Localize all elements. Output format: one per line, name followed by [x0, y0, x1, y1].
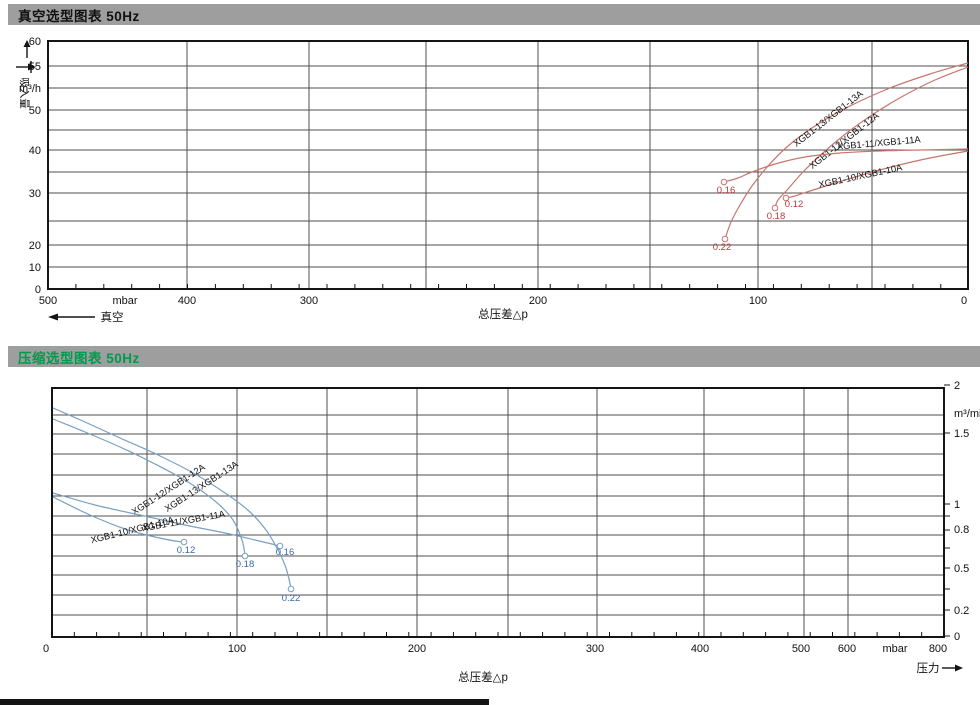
curve-XGB1-11-11A: [723, 148, 969, 183]
curve-name-label: XGB1-10/XGB1-10A: [90, 515, 176, 546]
y-axis-tick-label: 0: [954, 631, 960, 643]
curve-end-value-label: 0.16: [276, 547, 295, 558]
x-axis-tick-label: 0: [43, 643, 49, 655]
curve-end-value-label: 0.12: [785, 199, 804, 210]
y-axis-tick-label: 1.5: [954, 428, 969, 440]
right-arrow-icon: [942, 664, 963, 672]
vacuum-chart-title: 真空选型图表 50Hz: [18, 8, 140, 24]
y-axis-tick-label: m³/h: [19, 83, 41, 95]
x-axis-tick-label: 200: [408, 643, 426, 655]
curve-XGB1-12-12A: [52, 418, 246, 556]
plot-frame: [51, 387, 945, 638]
x-axis-tick-label: 600: [838, 643, 856, 655]
curve-XGB1-12-12A: [774, 66, 969, 209]
curve-end-marker: [721, 235, 729, 243]
curve-end-marker: [180, 538, 188, 546]
plot-frame: [47, 40, 969, 290]
curve-XGB1-11-11A: [52, 492, 280, 547]
x-axis-tick-label: 500: [792, 643, 810, 655]
y-axis-tick-label: m³/min: [954, 408, 980, 420]
y-axis-tick-label: 20: [29, 240, 41, 252]
x-axis-tick-label: 100: [228, 643, 246, 655]
curve-XGB1-10-10A: [785, 150, 969, 199]
curve-end-value-label: 0.22: [713, 242, 732, 253]
curve-end-value-label: 0.12: [177, 545, 196, 556]
curve-end-value-label: 0.16: [717, 185, 736, 196]
curve-end-marker: [771, 204, 779, 212]
curve-XGB1-13-13A: [724, 62, 969, 240]
axis-label: 总压差△p: [458, 670, 508, 684]
y-axis-tick-label: 60: [29, 36, 41, 48]
y-axis-tick-label: 0: [35, 284, 41, 296]
x-axis-tick-label: 0: [961, 295, 967, 307]
x-axis-tick-label: 400: [178, 295, 196, 307]
curve-name-label: XGB1-10/XGB1-10A: [818, 162, 904, 190]
curve-end-value-label: 0.22: [282, 593, 301, 604]
x-axis-tick-label: 200: [529, 295, 547, 307]
curve-end-marker: [720, 178, 728, 186]
vacuum-chart: 6055m³/h50403020100500mbar40030020010000…: [16, 36, 969, 324]
compression-chart-header-bar: 压缩选型图表 50Hz: [8, 346, 980, 367]
x-axis-tick-label: 300: [300, 295, 318, 307]
y-axis-tick-label: 0.8: [954, 524, 969, 536]
curve-end-marker: [276, 542, 284, 550]
y-axis-tick-label: 0.2: [954, 605, 969, 617]
curve-end-value-label: 0.18: [767, 211, 786, 222]
y-axis-tick-label: 0.5: [954, 563, 969, 575]
axis-label: 总压差△p: [478, 307, 528, 321]
page-footer-rule: [0, 699, 489, 705]
y-axis-tick-label: 10: [29, 262, 41, 274]
left-arrow-icon: [48, 313, 95, 321]
x-axis-tick-label: 100: [749, 295, 767, 307]
x-axis-tick-label: mbar: [882, 643, 907, 655]
y-axis-tick-label: 1: [954, 499, 960, 511]
y-axis-tick-label: 2: [954, 380, 960, 392]
vacuum-chart-header-bar: 真空选型图表 50Hz: [8, 4, 980, 25]
compression-chart: 0 100 200 300 400 500 600 mbar 800 2 m³/min 1.5 1 0.8…: [43, 380, 980, 684]
curve-end-marker: [287, 585, 295, 593]
x-axis-tick-label: 400: [691, 643, 709, 655]
axis-label: 吸入量: [18, 77, 30, 109]
y-axis-tick-label: 30: [29, 188, 41, 200]
x-axis-tick-label: 800: [929, 643, 947, 655]
curve-end-value-label: 0.18: [236, 559, 255, 570]
curve-end-marker: [782, 194, 790, 202]
curve-XGB1-13-13A: [52, 407, 292, 589]
y-axis-tick-label: 40: [29, 145, 41, 157]
up-arrow-icon: [23, 40, 31, 58]
axis-label: 真空: [101, 310, 124, 324]
curve-XGB1-10-10A: [52, 496, 185, 543]
compression-chart-title: 压缩选型图表 50Hz: [18, 350, 140, 366]
axis-label: 压力: [917, 662, 940, 675]
arrow-to-bar-icon: [16, 61, 36, 73]
y-axis-tick-label: 50: [29, 105, 41, 117]
x-axis-tick-label: 300: [586, 643, 604, 655]
x-axis-tick-label: 500: [39, 295, 57, 307]
curve-end-marker: [241, 552, 249, 560]
x-axis-tick-label: mbar: [112, 295, 137, 307]
